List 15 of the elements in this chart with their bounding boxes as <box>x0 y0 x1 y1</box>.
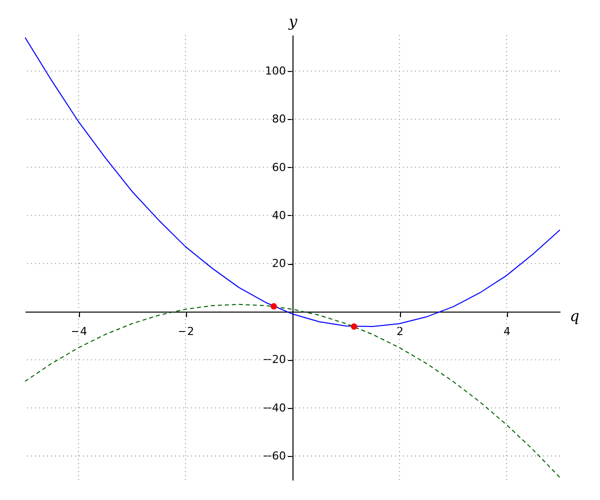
x-axis-title: q <box>570 307 580 326</box>
line-series <box>25 36 560 328</box>
y-tick-label: 60 <box>272 160 286 174</box>
x-tick-label: −2 <box>178 325 194 338</box>
y-tick-label: 100 <box>265 64 286 78</box>
line-series <box>25 304 560 478</box>
y-tick-label: 20 <box>272 257 286 270</box>
x-tick-label: 4 <box>504 325 510 338</box>
y-tick-label: −20 <box>262 353 286 366</box>
y-tick-label: −40 <box>262 401 286 414</box>
y-axis-title: y <box>288 12 298 30</box>
y-tick-label: 80 <box>272 112 286 126</box>
y-tick-label: −60 <box>262 449 286 462</box>
y-tick-label: 40 <box>272 208 286 222</box>
x-tick-label: −4 <box>70 325 88 338</box>
